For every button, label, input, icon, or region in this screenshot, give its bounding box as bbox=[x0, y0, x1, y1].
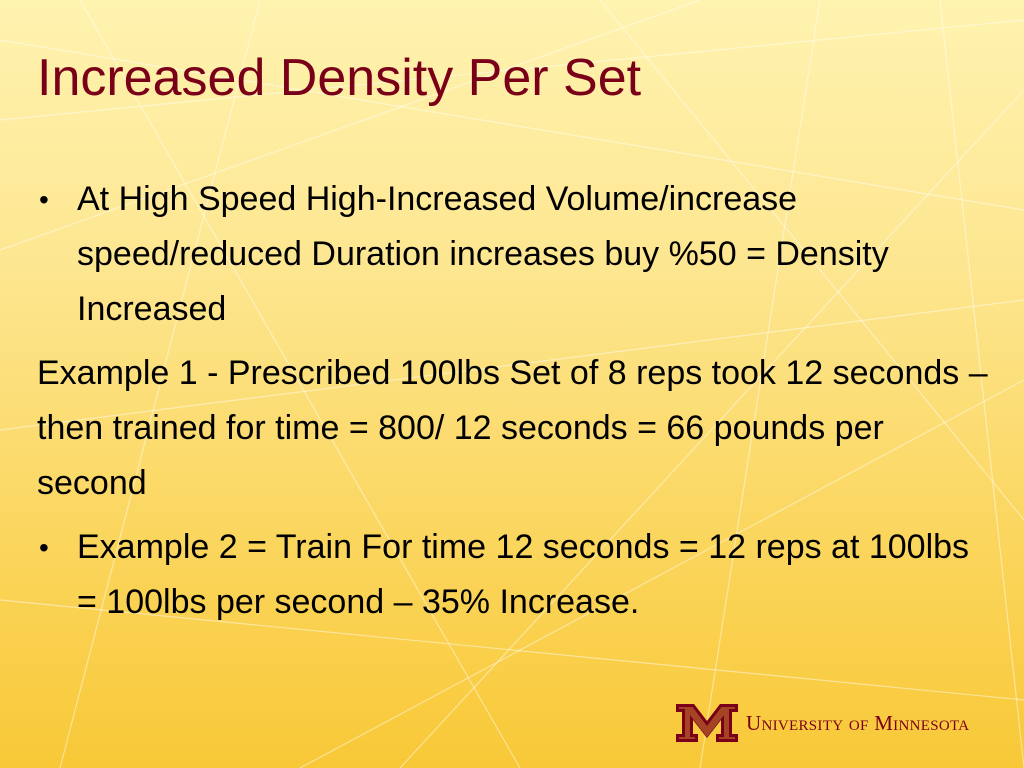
logo-text: University of Minnesota bbox=[746, 710, 970, 735]
bullet-glyph: • bbox=[39, 532, 49, 563]
slide-title: Increased Density Per Set bbox=[37, 49, 642, 107]
bullet-item-1: • At High Speed High-Increased Volume/in… bbox=[37, 172, 997, 337]
example-paragraph: Example 1 - Prescribed 100lbs Set of 8 r… bbox=[37, 354, 988, 502]
bullet-text-2: Example 2 = Train For time 12 seconds = … bbox=[77, 528, 970, 621]
bullet-item-2: • Example 2 = Train For time 12 seconds … bbox=[37, 520, 997, 630]
block-m-icon bbox=[676, 704, 738, 742]
bullet-glyph: • bbox=[39, 184, 49, 215]
university-logo: University of Minnesota bbox=[676, 703, 969, 743]
slide-body: • At High Speed High-Increased Volume/in… bbox=[37, 172, 997, 639]
bullet-text-1: At High Speed High-Increased Volume/incr… bbox=[77, 180, 889, 328]
